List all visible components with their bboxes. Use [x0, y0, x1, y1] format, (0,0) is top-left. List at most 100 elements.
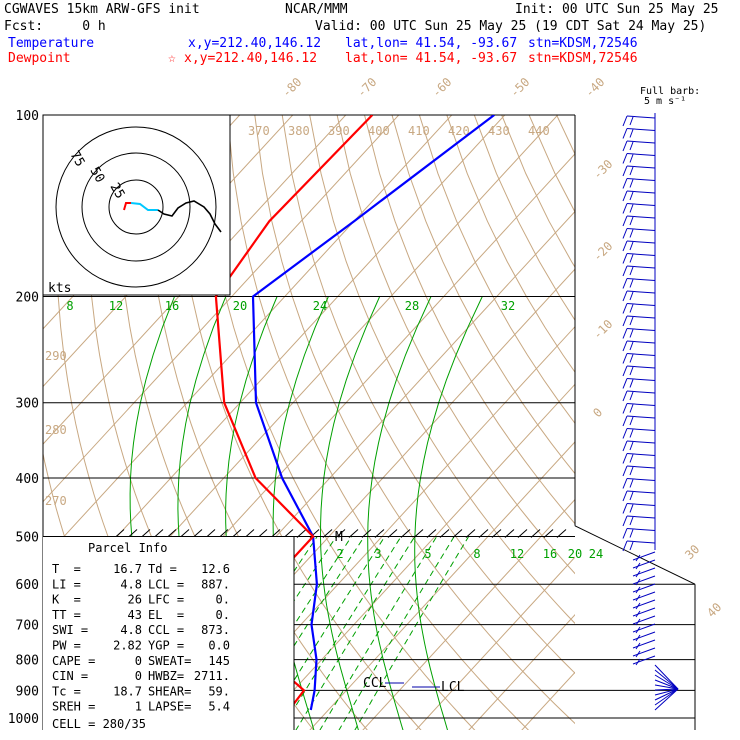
mixing-ratio-label: 24 — [589, 547, 603, 561]
wind-barb-flag — [622, 540, 628, 552]
wind-barb-flag — [629, 216, 634, 226]
dewpoint-latlon: lat,lon= 41.54, -93.67 — [345, 51, 518, 66]
parcel-value: 887. — [201, 577, 230, 591]
pressure-label: 400 — [16, 472, 39, 487]
hodograph-box — [42, 114, 231, 296]
freezing-hatch — [218, 529, 229, 538]
wind-barb-flag — [622, 378, 628, 389]
wind-barb — [626, 378, 656, 381]
wind-barb-flag — [622, 440, 628, 452]
wind-barb — [632, 599, 656, 609]
wind-barb-flag — [622, 415, 628, 427]
wind-barb — [626, 490, 656, 494]
hodograph-unit: kts — [48, 281, 71, 296]
wind-barb-flag — [622, 515, 628, 527]
wind-barb — [626, 540, 656, 544]
isotherm-line — [468, 614, 575, 730]
freezing-hatch — [374, 529, 385, 538]
wind-barb — [626, 440, 656, 444]
dry-adiabat — [528, 115, 575, 214]
dry-adiabat — [172, 115, 422, 730]
wind-barb-flag — [635, 634, 641, 642]
barb-unit: 5 m s⁻¹ — [644, 96, 687, 107]
wind-barb-flag — [629, 429, 634, 438]
parcel-title: Parcel Info — [88, 541, 167, 555]
dry-adiabat — [43, 724, 46, 730]
init-time: Init: 00 UTC Sun 25 May 25 — [515, 2, 719, 17]
freezing-hatch — [192, 529, 203, 538]
freezing-hatch — [530, 529, 541, 538]
ring-label: 50 — [87, 165, 108, 186]
dry-adiabat — [281, 115, 575, 674]
dry-adiabat — [501, 115, 575, 269]
ccl-label: CCL — [363, 676, 387, 691]
wind-barb — [632, 655, 656, 665]
wind-barb-flag — [629, 254, 634, 263]
parcel-value: 18.7 — [113, 684, 142, 698]
wind-barb-flag — [622, 140, 628, 152]
mixing-ratio-label: 32 — [501, 299, 515, 313]
freezing-hatch — [205, 529, 216, 538]
freezing-hatch — [257, 529, 268, 538]
wind-barb-flag — [622, 503, 628, 514]
isotherm-label: -40 — [582, 75, 607, 100]
mixing-ratio-line — [295, 537, 422, 730]
wind-barb — [626, 203, 656, 206]
wind-barb — [654, 688, 679, 711]
wind-barb-flag — [635, 570, 641, 578]
isotherm-label: -10 — [590, 317, 615, 342]
wind-barb-flag — [622, 315, 628, 327]
theta-label: 430 — [488, 124, 510, 138]
theta-label: 420 — [448, 124, 470, 138]
freezing-hatch — [413, 529, 424, 538]
freezing-hatch — [491, 529, 502, 538]
parcel-value: 16.7 — [113, 562, 142, 576]
wind-barb — [654, 688, 679, 696]
parcel-value: 0 — [135, 654, 142, 668]
wind-barb-flag — [622, 165, 628, 177]
isotherm-line — [0, 102, 40, 731]
mixing-ratio-label: 2 — [336, 547, 343, 561]
freezing-hatch — [426, 529, 437, 538]
wind-barb-flag — [629, 266, 634, 276]
wind-barb-flag — [622, 303, 628, 314]
m-label: M — [335, 530, 343, 545]
lcl-label: LCL — [441, 680, 465, 695]
wind-barb — [632, 551, 656, 561]
hodograph-ring — [55, 126, 217, 288]
parcel-key: Tc = — [52, 684, 81, 698]
wind-barb-flag — [635, 642, 641, 650]
mixing-ratio-label: 12 — [109, 299, 123, 313]
parcel-key: LI = — [52, 577, 81, 591]
freezing-hatch — [335, 529, 346, 538]
wind-barb-flag — [629, 204, 634, 213]
theta-label: 390 — [328, 124, 350, 138]
isotherm-label: 40 — [704, 600, 724, 620]
mixing-ratio-label: 3 — [374, 547, 381, 561]
theta-label: 410 — [408, 124, 430, 138]
wind-barb-flag — [622, 265, 628, 277]
isotherm-label: -80 — [279, 75, 304, 100]
isotherm-line — [309, 441, 575, 730]
parcel-key: SHEAR= — [148, 684, 191, 698]
wind-barb-flag — [622, 240, 628, 252]
parcel-key: SWEAT= — [148, 654, 191, 668]
mixing-ratio-label: 12 — [510, 547, 524, 561]
wind-barb-flag — [629, 129, 634, 138]
parcel-key: T = — [52, 562, 81, 576]
wind-barb-flag — [622, 328, 628, 339]
wind-barb-flag — [622, 365, 628, 377]
parcel-value: 26 — [128, 593, 142, 607]
isotherm-line — [43, 115, 347, 445]
wind-barb — [626, 128, 656, 131]
wind-barb — [654, 669, 679, 690]
wind-barb — [632, 615, 656, 625]
parcel-key: SWI = — [52, 623, 88, 637]
wind-barb-flag — [629, 279, 634, 288]
parcel-panel-bg — [43, 537, 294, 730]
dry-adiabat — [309, 115, 575, 625]
wind-barb — [654, 674, 679, 690]
wind-barb-flag — [622, 203, 628, 214]
dry-adiabat — [199, 115, 476, 730]
